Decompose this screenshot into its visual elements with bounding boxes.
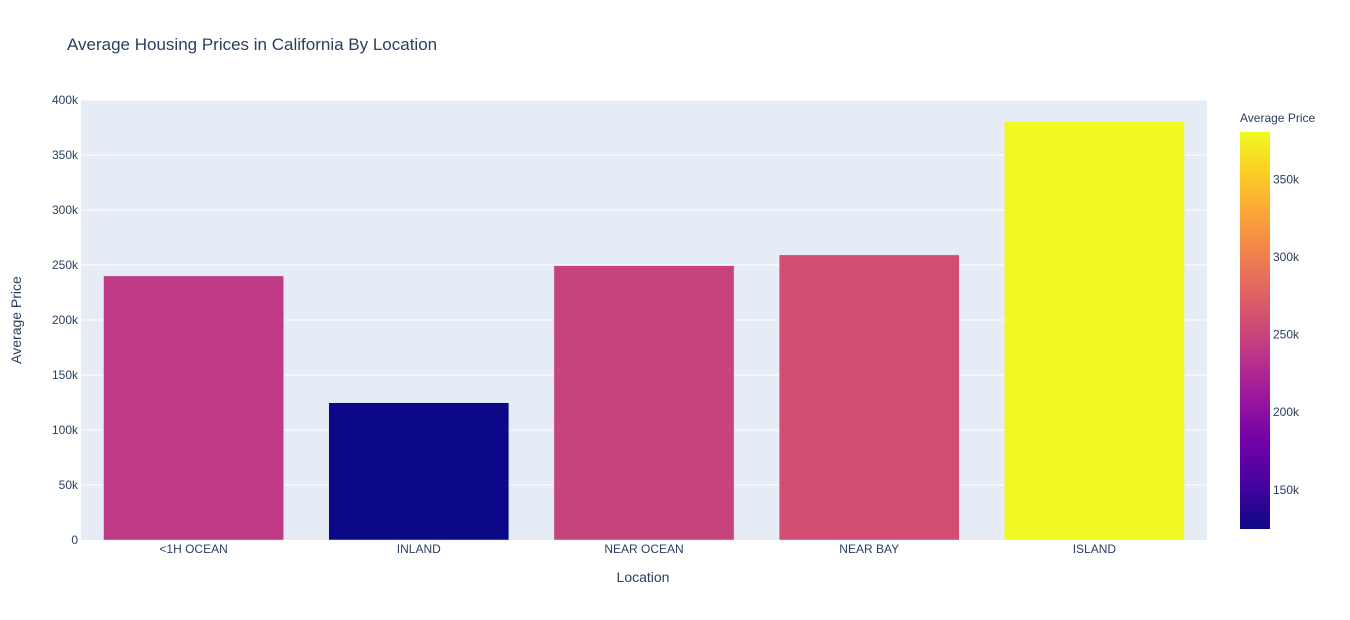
bar-0[interactable]	[103, 275, 284, 541]
colorbar-tick-label: 250k	[1273, 328, 1300, 342]
y-tick-label: 350k	[52, 148, 79, 162]
colorbar-gradient	[1240, 132, 1270, 529]
colorbar-tick-label: 150k	[1273, 483, 1300, 497]
bar-4[interactable]	[1004, 121, 1185, 541]
x-tick-label: NEAR BAY	[839, 542, 899, 556]
y-tick-labels: 0 50k 100k 150k 200k 250k 300k 350k 400k	[52, 93, 79, 547]
y-tick-label: 200k	[52, 313, 79, 327]
x-tick-labels: <1H OCEAN INLAND NEAR OCEAN NEAR BAY ISLAND	[159, 542, 1116, 556]
x-tick-label: <1H OCEAN	[159, 542, 227, 556]
chart-title: Average Housing Prices in California By …	[67, 35, 437, 54]
y-tick-label: 150k	[52, 368, 79, 382]
y-tick-label: 0	[71, 533, 78, 547]
y-tick-label: 250k	[52, 258, 79, 272]
x-tick-label: ISLAND	[1073, 542, 1117, 556]
y-tick-label: 300k	[52, 203, 79, 217]
y-tick-label: 400k	[52, 93, 79, 107]
x-tick-label: NEAR OCEAN	[604, 542, 683, 556]
colorbar-title: Average Price	[1240, 111, 1315, 125]
colorbar-tick-label: 200k	[1273, 405, 1300, 419]
bars	[103, 121, 1185, 541]
y-axis-title: Average Price	[8, 276, 24, 364]
y-tick-label: 50k	[59, 478, 79, 492]
colorbar-tick-label: 300k	[1273, 250, 1300, 264]
bar-1[interactable]	[328, 402, 510, 541]
bar-2[interactable]	[553, 265, 735, 541]
x-axis-title: Location	[617, 569, 670, 585]
colorbar: Average Price 150k 200k 250k 300k 350k	[1240, 111, 1315, 529]
y-tick-label: 100k	[52, 423, 79, 437]
bar-3[interactable]	[778, 254, 960, 541]
colorbar-tick-label: 350k	[1273, 172, 1300, 186]
x-tick-label: INLAND	[397, 542, 441, 556]
colorbar-ticks: 150k 200k 250k 300k 350k	[1273, 172, 1300, 497]
